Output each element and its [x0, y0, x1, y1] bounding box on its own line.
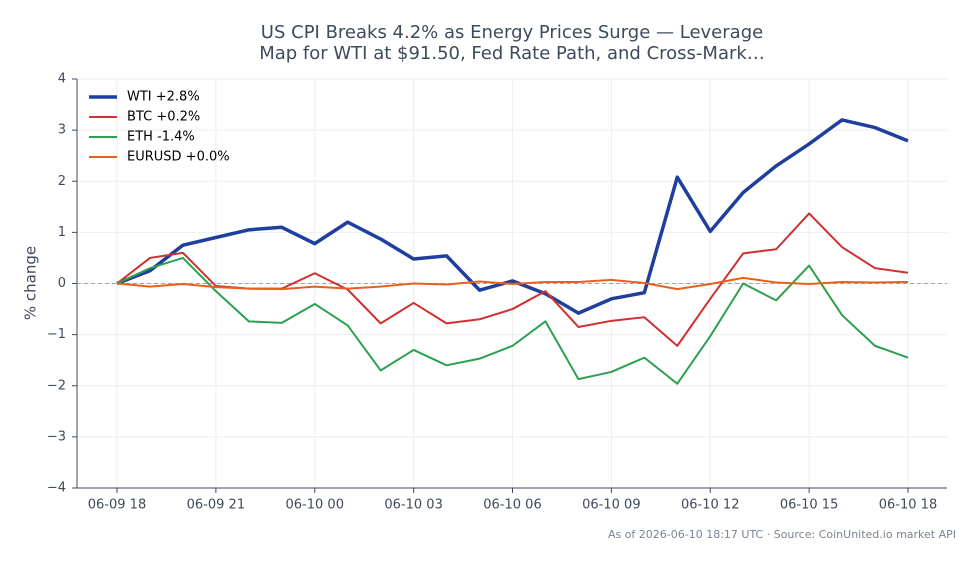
x-tick-label: 06-10 00 [286, 498, 344, 513]
legend-label: EURUSD +0.0% [127, 150, 230, 165]
x-tick-label: 06-10 09 [582, 498, 640, 513]
x-tick-label: 06-10 18 [879, 498, 937, 513]
y-tick-label: −1 [47, 327, 66, 342]
x-tick-label: 06-09 21 [187, 498, 245, 513]
y-tick-label: −3 [47, 429, 66, 444]
y-tick-label: 0 [58, 276, 66, 291]
series-line [116, 276, 909, 291]
legend-label: ETH -1.4% [127, 130, 195, 145]
series-line [116, 256, 909, 385]
y-tick-label: −2 [47, 378, 66, 393]
y-tick-label: 1 [58, 225, 66, 240]
x-tick-label: 06-10 06 [483, 498, 541, 513]
x-tick-label: 06-09 18 [88, 498, 146, 513]
x-tick-label: 06-10 03 [384, 498, 442, 513]
legend-label: WTI +2.8% [127, 90, 200, 105]
series-line [116, 118, 909, 315]
y-tick-label: 4 [58, 72, 66, 87]
x-tick-label: 06-10 12 [681, 498, 739, 513]
y-tick-label: 2 [58, 174, 66, 189]
y-tick-label: −4 [47, 481, 66, 496]
y-axis-label: % change [22, 246, 40, 320]
legend-label: BTC +0.2% [127, 110, 200, 125]
x-tick-label: 06-10 15 [780, 498, 838, 513]
y-tick-label: 3 [58, 123, 66, 138]
chart-title: Map for WTI at $91.50, Fed Rate Path, an… [259, 43, 765, 64]
chart-title: US CPI Breaks 4.2% as Energy Prices Surg… [261, 22, 763, 43]
source-note: As of 2026-06-10 18:17 UTC · Source: Coi… [608, 528, 956, 541]
